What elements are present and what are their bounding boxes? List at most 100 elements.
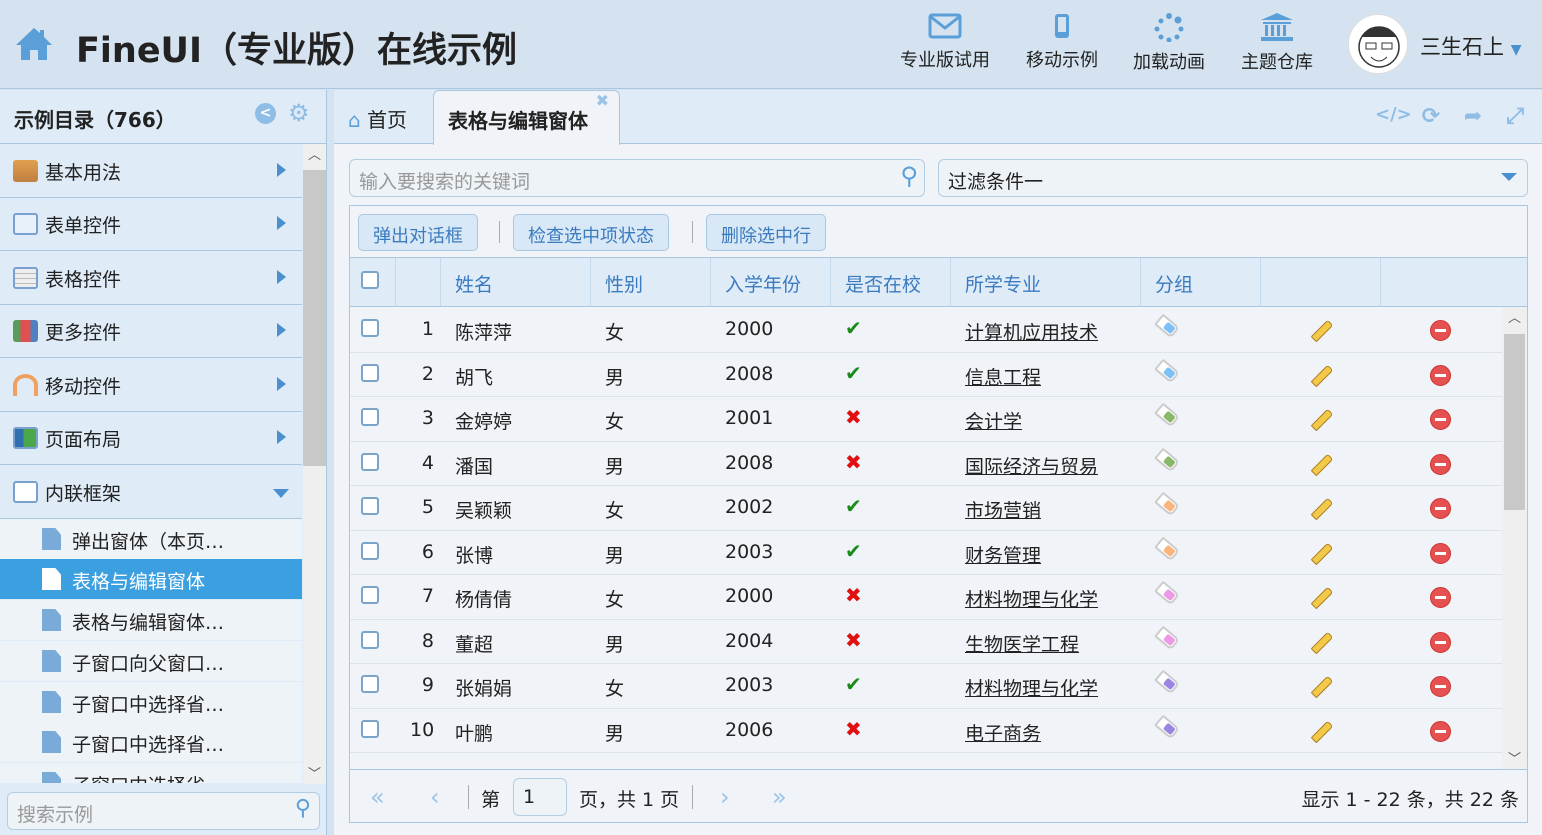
tab-home[interactable]: ⌂ 首页 [334,90,421,144]
avatar[interactable] [1348,14,1408,74]
column-header-major[interactable]: 所学专业 [951,258,1141,306]
cell-major-link[interactable]: 计算机应用技术 [965,322,1099,344]
pencil-icon[interactable] [1310,720,1334,743]
cell-major-link[interactable]: 信息工程 [965,366,1042,389]
row-checkbox[interactable] [361,719,379,738]
collapse-icon[interactable]: < [255,103,276,124]
delete-selected-button[interactable]: 删除选中行 [706,214,826,251]
cell-major-link[interactable]: 财务管理 [965,544,1042,567]
grid-scroll-thumb[interactable] [1504,334,1525,510]
cell-major-link[interactable]: 生物医学工程 [965,633,1080,656]
delete-icon[interactable] [1430,364,1451,386]
row-checkbox[interactable] [361,452,379,471]
delete-icon[interactable] [1430,676,1451,697]
pencil-icon[interactable] [1310,319,1334,343]
delete-icon[interactable] [1430,453,1451,475]
sidebar-item-grid[interactable]: 表格控件 [0,251,302,305]
home-icon[interactable] [14,24,54,64]
table-row[interactable]: 2 胡飞 男 2008 ✔ 信息工程 [350,353,1502,397]
sidebar-subitem[interactable]: 子窗口向父窗口… [0,641,302,681]
row-checkbox[interactable] [361,497,379,515]
filter-select[interactable]: 过滤条件一 [938,159,1528,197]
sidebar-subitem[interactable]: 子窗口中选择省… [0,763,302,783]
first-page-icon[interactable]: « [370,783,385,811]
theme-gallery-button[interactable]: 主题仓库 [1222,12,1332,74]
select-all-checkbox[interactable] [361,271,379,289]
cell-major-link[interactable]: 国际经济与贸易 [965,455,1099,478]
sidebar-item-more[interactable]: 更多控件 [0,304,302,358]
sidebar-subitem-selected[interactable]: 表格与编辑窗体 [0,559,302,599]
sidebar-item-basic[interactable]: 基本用法 [0,144,302,198]
cell-major-link[interactable]: 会计学 [965,411,1023,433]
search-icon[interactable]: ⚲ [900,162,918,190]
delete-icon[interactable] [1430,720,1451,742]
sidebar-subitem[interactable]: 弹出窗体（本页… [0,519,302,559]
table-row[interactable]: 5 吴颖颖 女 2002 ✔ 市场营销 [350,486,1502,531]
cell-major-link[interactable]: 市场营销 [965,500,1042,522]
source-code-icon[interactable]: </> [1375,104,1412,125]
search-icon[interactable]: ⚲ [294,796,311,821]
sidebar-item-mobile[interactable]: 移动控件 [0,358,302,412]
column-header-gender[interactable]: 性别 [591,258,711,306]
pencil-icon[interactable] [1310,586,1334,610]
delete-icon[interactable] [1430,587,1451,608]
column-header-name[interactable]: 姓名 [441,258,591,306]
table-row[interactable]: 7 杨倩倩 女 2000 ✖ 材料物理与化学 [350,575,1502,620]
table-row[interactable]: 4 潘国 男 2008 ✖ 国际经济与贸易 [350,442,1502,486]
close-icon[interactable]: ✖ [595,91,609,110]
expand-icon[interactable]: ⤢ [1506,104,1524,129]
check-selection-button[interactable]: 检查选中项状态 [513,214,669,251]
sidebar-scroll-thumb[interactable] [303,170,326,466]
sidebar-search-input[interactable]: 搜索示例 ⚲ [7,792,320,830]
tab-grid-edit[interactable]: 表格与编辑窗体 ✖ [433,90,620,145]
pencil-icon[interactable] [1310,631,1334,654]
cell-major-link[interactable]: 材料物理与化学 [965,589,1099,611]
table-row[interactable]: 8 董超 男 2004 ✖ 生物医学工程 [350,620,1502,664]
next-page-icon[interactable]: › [720,783,730,811]
row-checkbox[interactable] [361,586,379,604]
pro-trial-button[interactable]: 专业版试用 [890,12,1000,72]
table-row[interactable]: 6 张博 男 2003 ✔ 财务管理 [350,531,1502,575]
prev-page-icon[interactable]: ‹ [430,783,440,811]
delete-icon[interactable] [1430,498,1451,519]
refresh-icon[interactable]: ⟳ [1421,104,1441,129]
keyword-search-input[interactable]: 输入要搜索的关键词 ⚲ [349,159,925,197]
share-icon[interactable]: ➦ [1463,104,1483,129]
table-row[interactable]: 1 陈萍萍 女 2000 ✔ 计算机应用技术 [350,308,1502,353]
column-header-year[interactable]: 入学年份 [711,258,831,306]
last-page-icon[interactable]: » [772,783,787,811]
column-header-group[interactable]: 分组 [1141,258,1261,306]
pencil-icon[interactable] [1310,408,1334,432]
gear-icon[interactable]: ⚙ [288,99,310,127]
delete-icon[interactable] [1430,320,1451,341]
row-checkbox[interactable] [361,408,379,426]
sidebar-subitem[interactable]: 表格与编辑窗体… [0,600,302,640]
loading-animation-button[interactable]: 加载动画 [1114,12,1224,74]
row-checkbox[interactable] [361,319,379,337]
pencil-icon[interactable] [1310,453,1334,476]
row-checkbox[interactable] [361,541,379,560]
table-row[interactable]: 10 叶鹏 男 2006 ✖ 电子商务 [350,709,1502,753]
cell-major-link[interactable]: 材料物理与化学 [965,678,1099,700]
open-dialog-button[interactable]: 弹出对话框 [358,214,478,251]
row-checkbox[interactable] [361,675,379,693]
user-menu[interactable]: 三生石上 ▼ [1420,31,1521,61]
sidebar-subitem[interactable]: 子窗口中选择省… [0,682,302,722]
delete-icon[interactable] [1430,631,1451,653]
pencil-icon[interactable] [1310,542,1334,565]
pencil-icon[interactable] [1310,364,1334,387]
sidebar-item-layout[interactable]: 页面布局 [0,411,302,465]
delete-icon[interactable] [1430,409,1451,430]
page-number-input[interactable]: 1 [513,778,567,816]
table-row[interactable]: 9 张娟娟 女 2003 ✔ 材料物理与化学 [350,664,1502,709]
table-row[interactable]: 3 金婷婷 女 2001 ✖ 会计学 [350,397,1502,442]
pencil-icon[interactable] [1310,675,1334,699]
sidebar-item-iframe[interactable]: 内联框架 [0,465,302,519]
row-checkbox[interactable] [361,630,379,649]
mobile-demo-button[interactable]: 移动示例 [1007,12,1117,72]
cell-major-link[interactable]: 电子商务 [965,722,1042,745]
column-header-enrolled[interactable]: 是否在校 [831,258,951,306]
row-checkbox[interactable] [361,363,379,382]
sidebar-subitem[interactable]: 子窗口中选择省… [0,722,302,762]
delete-icon[interactable] [1430,542,1451,564]
